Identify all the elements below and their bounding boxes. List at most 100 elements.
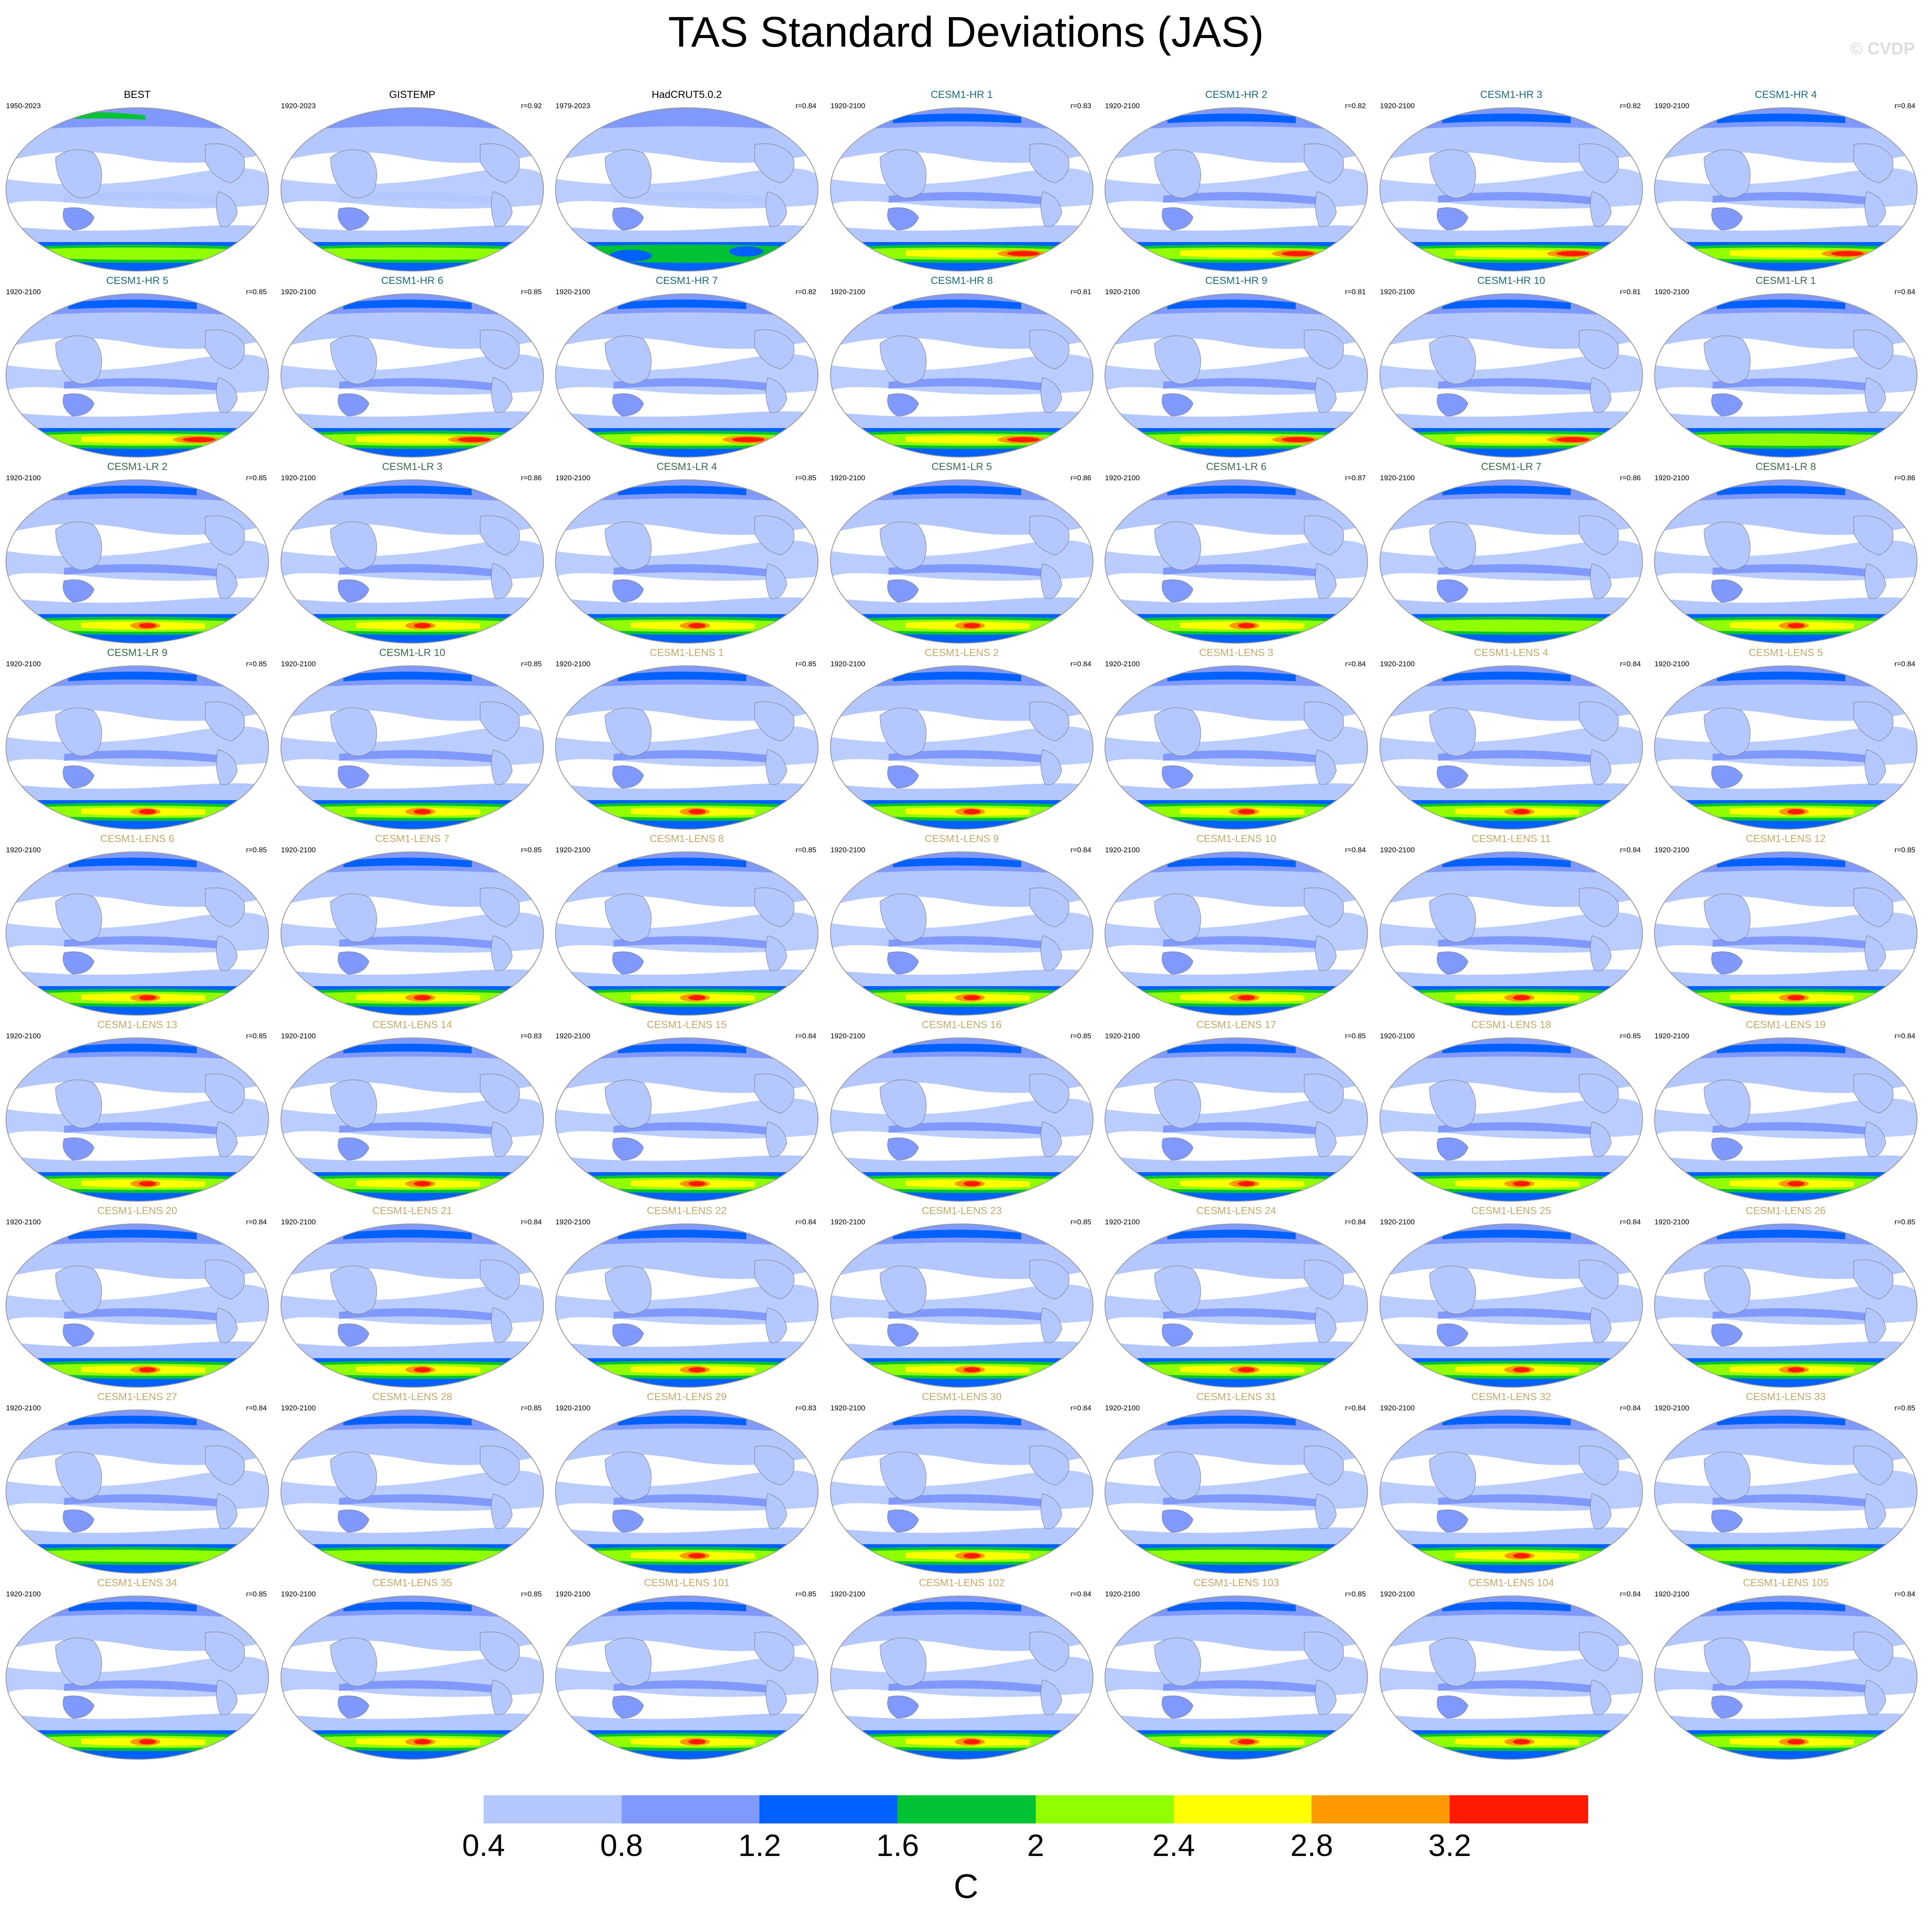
map-panel: CESM1-HR 10 1920-2100 r=0.81 <box>1374 275 1648 461</box>
colorbar-segment <box>1450 1795 1588 1823</box>
panel-title: CESM1-LENS 14 <box>372 1019 452 1031</box>
panel-years: 1920-2100 <box>1654 660 1690 668</box>
world-map <box>5 107 269 272</box>
world-map <box>1104 665 1368 830</box>
panel-correlation: r=0.84 <box>521 1218 542 1226</box>
panel-title: CESM1-LENS 18 <box>1471 1019 1551 1031</box>
panel-years: 1920-2100 <box>1380 1032 1415 1040</box>
world-map <box>280 1596 544 1760</box>
panel-years: 1920-2100 <box>555 1404 591 1412</box>
map-panel: CESM1-LENS 27 1920-2100 r=0.84 <box>0 1391 275 1577</box>
panel-years: 1920-2100 <box>1105 846 1140 854</box>
panel-title: CESM1-LR 4 <box>656 461 717 473</box>
colorbar-segment <box>483 1795 622 1823</box>
panel-correlation: r=0.85 <box>1070 1218 1091 1226</box>
world-map <box>5 665 269 830</box>
panel-years: 1920-2100 <box>1380 102 1415 110</box>
world-map <box>830 107 1094 272</box>
panel-years: 1920-2100 <box>1654 1218 1690 1226</box>
panel-correlation: r=0.82 <box>795 288 816 296</box>
map-panel: BEST 1950-2023 <box>0 89 275 275</box>
panel-title: CESM1-LENS 35 <box>372 1577 452 1589</box>
world-map <box>1104 1223 1368 1388</box>
panel-title: CESM1-LR 3 <box>382 461 443 473</box>
world-map <box>830 1596 1094 1760</box>
panel-years: 1920-2100 <box>1380 474 1415 482</box>
panel-years: 1920-2100 <box>1380 1218 1415 1226</box>
world-map <box>1379 851 1643 1016</box>
panel-correlation: r=0.85 <box>246 1032 267 1040</box>
panel-title: CESM1-LENS 102 <box>919 1577 1005 1589</box>
world-map <box>555 851 819 1016</box>
panel-years: 1979-2023 <box>555 102 591 110</box>
world-map <box>830 665 1094 830</box>
world-map <box>1654 479 1918 644</box>
figure-title: TAS Standard Deviations (JAS) <box>668 8 1264 56</box>
map-panel: CESM1-LENS 103 1920-2100 r=0.85 <box>1099 1577 1374 1763</box>
world-map <box>830 1223 1094 1388</box>
world-map <box>1104 107 1368 272</box>
colorbar-segment <box>1312 1795 1450 1823</box>
panel-title: CESM1-LENS 12 <box>1746 833 1826 845</box>
panel-title: CESM1-LENS 25 <box>1471 1205 1551 1217</box>
panel-correlation: r=0.84 <box>1345 1218 1366 1226</box>
map-panel: CESM1-LENS 101 1920-2100 r=0.85 <box>549 1577 824 1763</box>
map-panel: CESM1-HR 4 1920-2100 r=0.84 <box>1648 89 1923 275</box>
panel-years: 1920-2100 <box>6 1404 41 1412</box>
world-map <box>830 293 1094 458</box>
panel-years: 1920-2100 <box>1105 1404 1140 1412</box>
map-panel: CESM1-LENS 22 1920-2100 r=0.84 <box>549 1205 824 1391</box>
panel-years: 1920-2100 <box>1105 474 1140 482</box>
panel-correlation: r=0.87 <box>1345 474 1366 482</box>
panel-title: CESM1-LENS 11 <box>1471 833 1551 845</box>
world-map <box>555 665 819 830</box>
panel-correlation: r=0.85 <box>521 288 542 296</box>
colorbar-segment <box>346 1795 484 1823</box>
panel-years: 1920-2100 <box>830 474 866 482</box>
world-map <box>280 107 544 272</box>
panel-correlation: r=0.85 <box>1620 1032 1641 1040</box>
panel-years: 1920-2100 <box>6 1218 41 1226</box>
map-panel: CESM1-LENS 4 1920-2100 r=0.84 <box>1374 647 1648 833</box>
colorbar-segment <box>621 1795 760 1823</box>
map-panel: CESM1-LR 7 1920-2100 r=0.86 <box>1374 461 1648 647</box>
map-panel: CESM1-LENS 34 1920-2100 r=0.85 <box>0 1577 275 1763</box>
map-panel: CESM1-HR 7 1920-2100 r=0.82 <box>549 275 824 461</box>
map-panel: CESM1-HR 9 1920-2100 r=0.81 <box>1099 275 1374 461</box>
panel-years: 1920-2100 <box>6 474 41 482</box>
panel-title: CESM1-HR 7 <box>656 275 718 287</box>
panel-years: 1920-2100 <box>830 1404 866 1412</box>
map-panel: CESM1-LENS 6 1920-2100 r=0.85 <box>0 833 275 1019</box>
panel-correlation: r=0.84 <box>1070 1590 1091 1598</box>
panel-correlation: r=0.84 <box>1345 846 1366 854</box>
map-panel: CESM1-LENS 8 1920-2100 r=0.85 <box>549 833 824 1019</box>
map-panel: CESM1-LENS 7 1920-2100 r=0.85 <box>275 833 549 1019</box>
world-map <box>5 1223 269 1388</box>
world-map <box>1104 851 1368 1016</box>
panel-years: 1920-2100 <box>1105 102 1140 110</box>
panel-title: CESM1-LENS 3 <box>1199 647 1273 659</box>
panel-years: 1920-2100 <box>281 288 316 296</box>
map-panel: CESM1-LENS 24 1920-2100 r=0.84 <box>1099 1205 1374 1391</box>
world-map <box>1379 1037 1643 1202</box>
panel-correlation: r=0.84 <box>1620 660 1641 668</box>
colorbar-tick-label: 1.2 <box>738 1829 781 1863</box>
panel-title: CESM1-LENS 21 <box>372 1205 452 1217</box>
panel-title: CESM1-LENS 7 <box>375 833 449 845</box>
panel-title: CESM1-LENS 4 <box>1474 647 1548 659</box>
world-map <box>555 1223 819 1388</box>
panel-years: 1920-2023 <box>281 102 316 110</box>
panel-title: CESM1-LENS 15 <box>647 1019 727 1031</box>
world-map <box>830 1410 1094 1574</box>
world-map <box>830 851 1094 1016</box>
panel-correlation: r=0.81 <box>1620 288 1641 296</box>
panel-years: 1920-2100 <box>1105 288 1140 296</box>
cvdp-watermark: © CVDP <box>1850 39 1915 58</box>
map-panel: CESM1-LENS 32 1920-2100 r=0.84 <box>1374 1391 1648 1577</box>
panel-years: 1920-2100 <box>1654 474 1690 482</box>
world-map <box>1654 1596 1918 1760</box>
map-panel: CESM1-LENS 33 1920-2100 r=0.85 <box>1648 1391 1923 1577</box>
panel-correlation: r=0.83 <box>795 1404 816 1412</box>
map-panel: CESM1-LENS 11 1920-2100 r=0.84 <box>1374 833 1648 1019</box>
panel-years: 1920-2100 <box>555 1032 591 1040</box>
